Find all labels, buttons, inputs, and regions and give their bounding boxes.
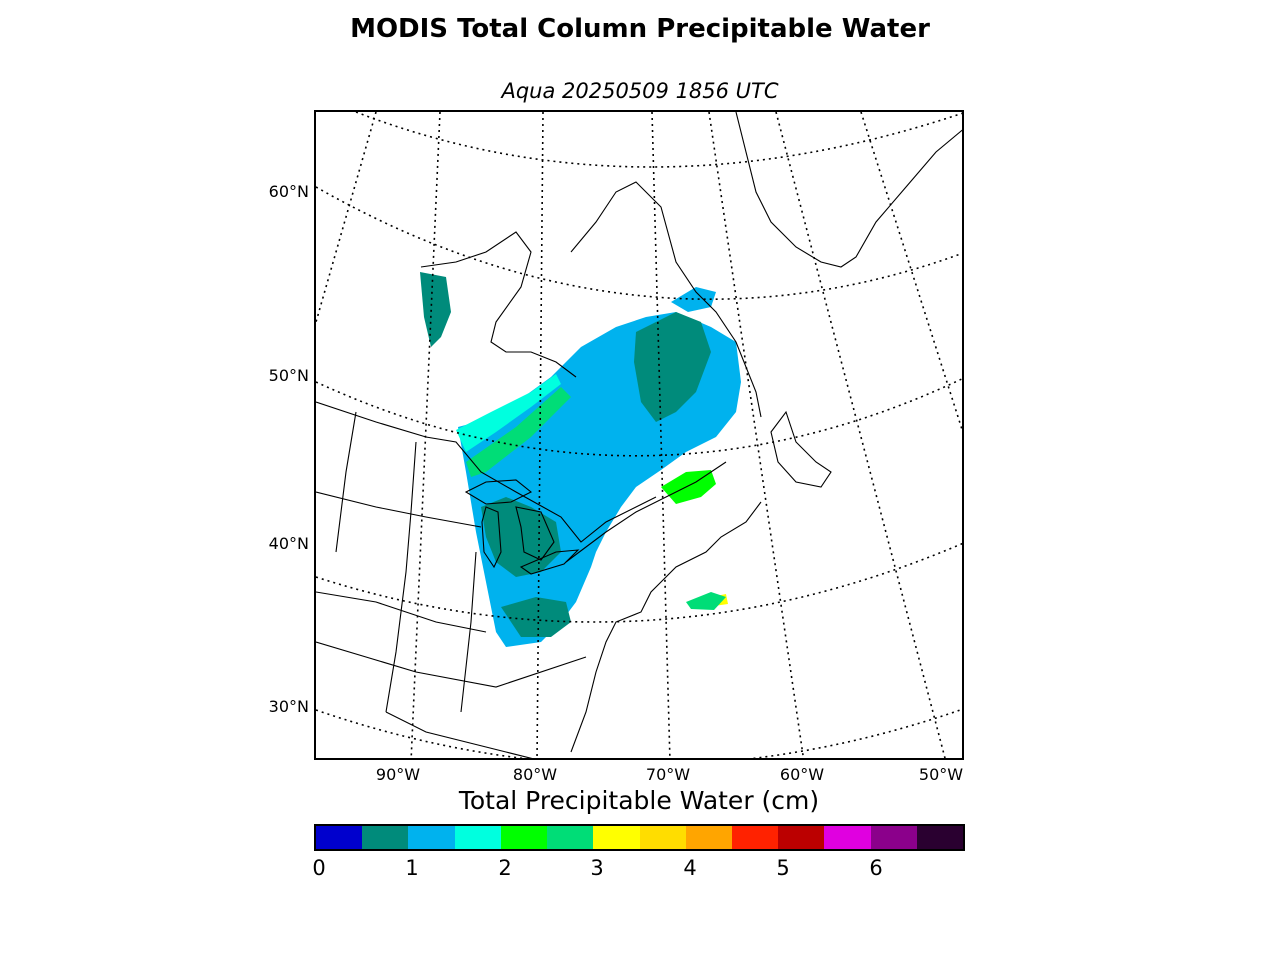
lat-label-60n: 60°N [268,182,309,201]
parallel-30n [316,708,962,758]
lon-label-50w: 50°W [918,765,964,784]
parallel-70n [355,112,962,168]
st-lawrence-river [565,461,727,563]
colorbar-swatch-7 [639,826,686,849]
lat-label-50n: 50°N [268,366,309,385]
hudson-bay-coast [420,231,577,378]
colorbar-swatch-12 [870,826,917,849]
swath-maritimes-green [661,470,716,504]
lon-label-70w: 70°W [645,765,691,784]
colorbar-swatch-5 [547,826,594,849]
colorbar-title: Total Precipitable Water (cm) [458,786,820,815]
parallel-40n [316,542,962,623]
map-canvas [316,112,962,758]
lon-label-90w: 90°W [375,765,421,784]
map-panel [314,110,964,760]
greenland-coast [735,112,962,268]
colorbar-swatch-11 [824,826,871,849]
meridian-70w [651,112,671,758]
colorbar-swatch-10 [778,826,825,849]
chart-title: MODIS Total Column Precipitable Water [350,14,930,44]
colorbar-swatch-8 [685,826,732,849]
colorbar-swatch-13 [916,826,964,849]
meridian-100w [316,112,377,323]
meridian-80w [536,112,544,758]
colorbar-swatch-4 [500,826,548,849]
lon-label-60w: 60°W [779,765,825,784]
swath-great-lakes-teal [481,497,561,577]
swath-cyan-strip [456,374,561,452]
colorbar-tick-5: 5 [776,856,790,880]
colorbar-tick-6: 6 [869,856,883,880]
swath-south-teal [501,597,571,637]
us-state-borders [316,411,587,713]
lat-label-40n: 40°N [268,534,309,553]
meridian-40w [860,112,962,433]
lon-label-80w: 80°W [512,765,558,784]
lat-label-30n: 30°N [268,697,309,716]
swath-quebec-teal [634,312,711,422]
colorbar-tick-2: 2 [498,856,512,880]
colorbar-tick-1: 1 [405,856,419,880]
colorbar-swatch-0 [316,826,363,849]
meridian-90w [410,112,441,758]
swath-north-teal [420,272,451,347]
colorbar [314,824,965,851]
labrador-coast [570,181,762,418]
colorbar-swatch-9 [731,826,779,849]
graticule [316,112,962,758]
colorbar-swatch-1 [362,826,409,849]
colorbar-tick-4: 4 [683,856,697,880]
meridian-60w [708,112,805,758]
colorbar-swatch-2 [408,826,455,849]
swath-offshore-green [686,592,726,610]
meridian-50w [775,112,946,758]
colorbar-tick-0: 0 [312,856,326,880]
lake-huron [515,506,555,561]
lake-erie [519,549,580,575]
colorbar-swatch-3 [454,826,501,849]
us-canada-border [316,401,657,543]
lake-michigan [481,506,502,569]
lake-superior [464,479,533,505]
data-swath [420,272,741,647]
colorbar-tick-3: 3 [590,856,604,880]
swath-green-band [466,387,571,477]
chart-subtitle: Aqua 20250509 1856 UTC [501,79,779,103]
south-coast [385,711,533,758]
parallel-60n [316,186,962,300]
colorbar-swatch-6 [593,826,640,849]
atlantic-coast [570,501,762,753]
newfoundland-coast [770,410,832,488]
